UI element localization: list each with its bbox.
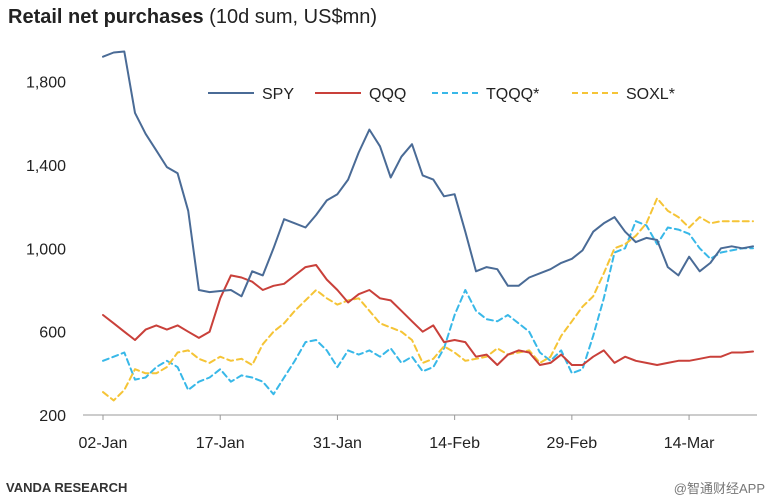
source-label: VANDA RESEARCH — [6, 480, 128, 495]
chart-title-bold: Retail net purchases — [8, 6, 204, 28]
series-line-qqq — [102, 264, 754, 366]
series-line-tqqq — [102, 220, 754, 396]
legend-label-qqq: QQQ — [369, 86, 406, 103]
watermark: @智通财经APP — [673, 481, 765, 496]
legend-label-tqqq: TQQQ* — [486, 86, 539, 103]
series-line-spy — [102, 50, 754, 298]
chart-series — [102, 50, 754, 402]
x-tick-label: 17-Jan — [196, 435, 245, 452]
y-tick-label: 1,400 — [26, 158, 66, 175]
chart-axes: 200 600 1,000 1,400 1,800 02-Jan 17-Jan 31-Jan 1… — [26, 75, 757, 452]
y-tick-label: 600 — [39, 325, 66, 342]
y-tick-label: 1,800 — [26, 75, 66, 92]
x-tick-label: 02-Jan — [79, 435, 128, 452]
legend-label-spy: SPY — [262, 86, 294, 103]
x-tick-label: 14-Mar — [664, 435, 715, 452]
chart-title: Retail net purchases (10d sum, US$mn) — [8, 6, 377, 29]
y-tick-label: 200 — [39, 408, 66, 425]
chart-legend: SPY QQQ TQQQ* SOXL* — [208, 86, 675, 103]
series-line-soxl — [102, 197, 754, 402]
x-tick-label: 14-Feb — [429, 435, 480, 452]
x-tick-label: 29-Feb — [547, 435, 598, 452]
chart-title-units: (10d sum, US$mn) — [203, 6, 378, 28]
legend-label-soxl: SOXL* — [626, 86, 675, 103]
x-tick-label: 31-Jan — [313, 435, 362, 452]
y-tick-label: 1,000 — [26, 241, 66, 258]
